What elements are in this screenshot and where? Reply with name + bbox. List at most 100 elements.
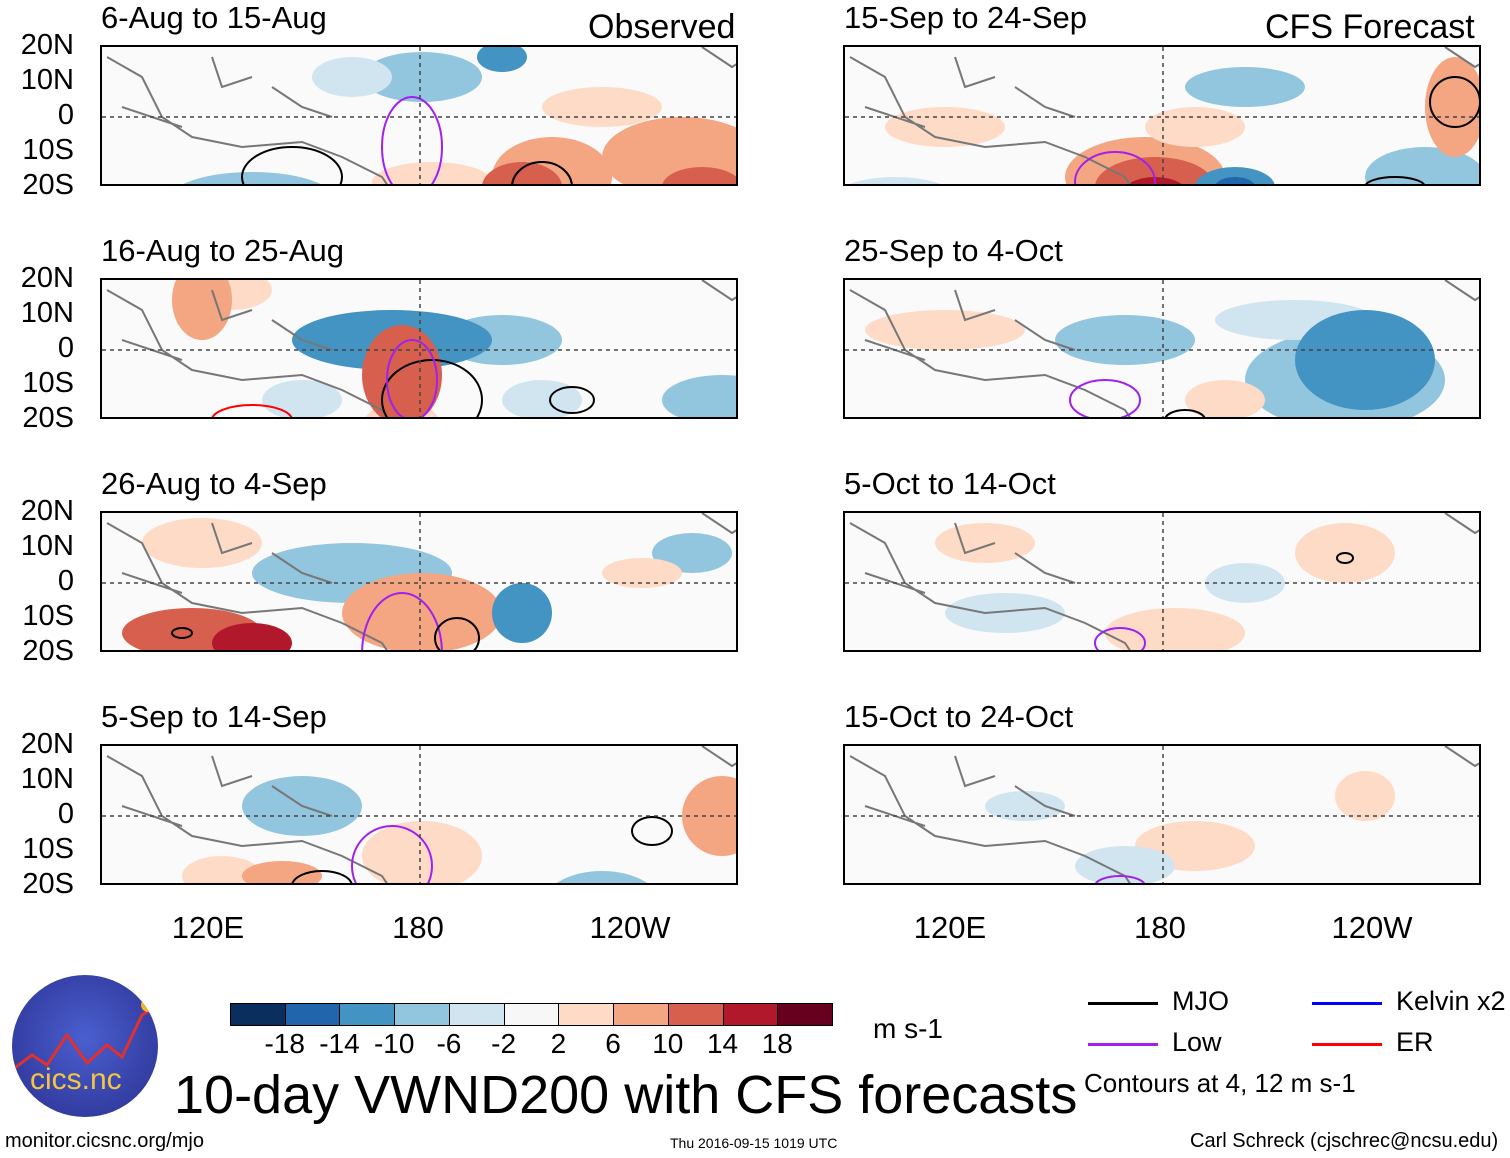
wave-contour bbox=[171, 627, 193, 639]
anomaly-shading bbox=[212, 623, 292, 650]
coastline bbox=[701, 513, 736, 535]
y-tick-label: 10S bbox=[22, 600, 74, 632]
coastline bbox=[1444, 746, 1479, 768]
colorbar-swatch bbox=[613, 1003, 669, 1026]
wave-contour bbox=[549, 386, 595, 414]
y-tick-label: 10N bbox=[20, 297, 74, 329]
map-panel bbox=[843, 744, 1481, 885]
anomaly-shading bbox=[492, 583, 552, 643]
colorbar-swatch bbox=[722, 1003, 779, 1026]
y-tick-label: 20N bbox=[20, 728, 74, 760]
anomaly-shading bbox=[1105, 608, 1245, 650]
coastline bbox=[701, 47, 736, 69]
coastline bbox=[106, 755, 388, 883]
panel-title: 16-Aug to 25-Aug bbox=[101, 233, 345, 268]
map-panel bbox=[843, 45, 1481, 186]
column-label-forecast: CFS Forecast bbox=[1265, 8, 1475, 46]
colorbar-label: -18 bbox=[264, 1028, 305, 1059]
coastline bbox=[849, 56, 1131, 184]
column-label-observed: Observed bbox=[588, 8, 736, 46]
wave-contour bbox=[511, 161, 573, 184]
colorbar-label: 10 bbox=[652, 1028, 684, 1059]
panel-title: 25-Sep to 4-Oct bbox=[844, 233, 1063, 268]
panel-title: 5-Oct to 14-Oct bbox=[844, 466, 1056, 501]
colorbar-label: 2 bbox=[550, 1028, 567, 1059]
y-tick-label: 20N bbox=[20, 495, 74, 527]
anomaly-shading bbox=[342, 573, 502, 650]
figure-title: 10-day VWND200 with CFS forecasts bbox=[174, 1065, 1078, 1125]
anomaly-shading bbox=[1145, 107, 1245, 147]
anomaly-shading bbox=[542, 87, 662, 127]
y-tick-label: 10S bbox=[22, 134, 74, 166]
coastline bbox=[849, 755, 1131, 883]
anomaly-shading bbox=[142, 518, 262, 568]
anomaly-shading bbox=[682, 776, 736, 856]
anomaly-shading bbox=[602, 558, 682, 588]
coastline bbox=[701, 746, 736, 768]
wave-contour bbox=[1074, 151, 1156, 184]
colorbar-swatch bbox=[339, 1003, 396, 1026]
anomaly-shading bbox=[262, 380, 342, 417]
wave-contour bbox=[1365, 176, 1425, 184]
author: Carl Schreck (cjschrec@ncsu.edu) bbox=[1190, 1130, 1499, 1152]
anomaly-shading bbox=[482, 162, 562, 184]
panel-title: 15-Sep to 24-Sep bbox=[844, 0, 1088, 35]
legend-label: Kelvin x2 bbox=[1396, 986, 1506, 1016]
panel-title: 26-Aug to 4-Sep bbox=[101, 466, 327, 501]
panel-title: 6-Aug to 15-Aug bbox=[101, 0, 327, 35]
colorbar-swatch bbox=[503, 1003, 560, 1026]
colorbar-swatch bbox=[558, 1003, 615, 1026]
colorbar-swatch bbox=[448, 1003, 505, 1026]
anomaly-shading bbox=[1215, 177, 1255, 184]
wave-contour bbox=[1429, 76, 1479, 128]
y-tick-label: 0 bbox=[57, 565, 74, 597]
anomaly-shading bbox=[1185, 67, 1305, 107]
legend-line bbox=[1088, 1043, 1158, 1046]
timestamp: Thu 2016-09-15 1019 UTC bbox=[670, 1135, 838, 1151]
anomaly-shading bbox=[652, 533, 732, 573]
colorbar-units: m s-1 bbox=[873, 1013, 943, 1044]
wave-contour bbox=[361, 592, 443, 650]
anomaly-shading bbox=[477, 47, 527, 72]
anomaly-shading bbox=[172, 280, 232, 340]
anomaly-shading bbox=[662, 375, 736, 417]
y-tick-label: 20S bbox=[22, 402, 74, 434]
map-panel bbox=[100, 744, 738, 885]
y-tick-label: 0 bbox=[57, 798, 74, 830]
x-tick-label: 120E bbox=[171, 910, 245, 945]
colorbar-label: 6 bbox=[605, 1028, 621, 1059]
y-tick-label: 20S bbox=[22, 635, 74, 667]
anomaly-shading bbox=[372, 162, 492, 184]
coastline bbox=[849, 522, 1131, 650]
wave-contour bbox=[381, 96, 443, 184]
colorbar-swatch bbox=[777, 1003, 833, 1026]
colorbar-swatch bbox=[284, 1003, 341, 1026]
coastline bbox=[1444, 513, 1479, 535]
anomaly-shading bbox=[242, 861, 322, 883]
anomaly-shading bbox=[849, 177, 941, 184]
anomaly-shading bbox=[1295, 310, 1435, 410]
legend-line bbox=[1088, 1002, 1158, 1005]
website-link[interactable]: monitor.cicsnc.org/mjo bbox=[5, 1130, 204, 1152]
wave-contour bbox=[351, 825, 433, 883]
anomaly-shading bbox=[312, 57, 392, 97]
x-tick-label: 180 bbox=[392, 910, 444, 945]
anomaly-shading bbox=[662, 167, 736, 184]
colorbar-label: 14 bbox=[706, 1028, 739, 1059]
y-tick-label: 10S bbox=[22, 367, 74, 399]
coastline bbox=[106, 289, 388, 417]
anomaly-shading bbox=[1335, 771, 1395, 821]
map-panel bbox=[100, 511, 738, 652]
y-tick-label: 0 bbox=[57, 332, 74, 364]
anomaly-shading bbox=[1185, 380, 1265, 417]
x-tick-label: 180 bbox=[1134, 910, 1186, 945]
anomaly-shading bbox=[1195, 167, 1275, 184]
y-tick-label: 0 bbox=[57, 99, 74, 131]
map-panel bbox=[100, 45, 738, 186]
wave-contour bbox=[241, 146, 343, 184]
colorbar-label: -6 bbox=[436, 1028, 462, 1059]
anomaly-shading bbox=[556, 871, 648, 883]
anomaly-shading bbox=[183, 172, 321, 184]
coastline bbox=[1444, 47, 1479, 69]
colorbar-swatch bbox=[230, 1003, 286, 1026]
